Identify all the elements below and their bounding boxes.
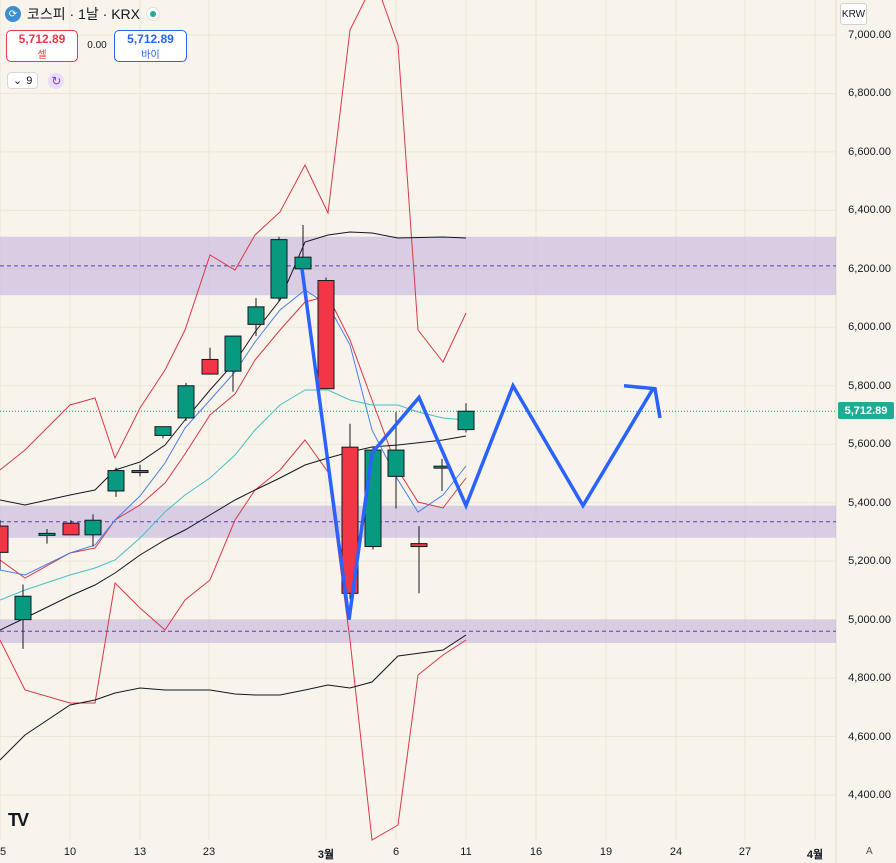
candle-body — [457, 410, 475, 431]
price-axis-label: 7,000.00 — [848, 29, 891, 41]
price-axis-label: 6,200.00 — [848, 262, 891, 275]
market-status-icon — [145, 7, 160, 21]
indicators-bar: ⌄ 9 ↻ — [7, 72, 65, 89]
time-axis-label: 27 — [738, 846, 752, 858]
sell-label: 셀 — [37, 49, 47, 61]
time-axis-label: 11 — [460, 846, 472, 858]
time-axis-label: 6 — [392, 846, 400, 858]
price-axis-label: 4,800.00 — [848, 672, 891, 685]
chevron-down-icon: ⌄ — [13, 75, 23, 87]
price-axis-label: 5,000.00 — [848, 613, 891, 626]
sell-price: 5,712.89 — [18, 31, 66, 46]
time-axis-label: 19 — [599, 846, 613, 858]
price-axis-label: 6,800.00 — [848, 87, 891, 100]
candle-body — [201, 358, 219, 375]
price-axis-label: 6,600.00 — [848, 145, 891, 158]
candle-body — [387, 449, 405, 477]
candle-body — [62, 522, 80, 536]
symbol-header[interactable]: ⟳ 코스피 · 1날 · KRX — [5, 4, 160, 24]
candle-body — [154, 426, 172, 436]
time-axis-label: 23 — [202, 846, 216, 858]
envelope-upper-line — [0, 0, 467, 471]
buy-price: 5,712.89 — [127, 31, 174, 46]
kospi-logo-icon: ⟳ — [5, 6, 21, 22]
time-axis-label: 16 — [529, 846, 543, 858]
sync-icon[interactable]: ↻ — [48, 72, 65, 89]
candle-body — [247, 306, 265, 325]
ma-line-low — [0, 634, 467, 761]
projection-arrowhead — [623, 384, 662, 419]
price-axis-label: 6,400.00 — [848, 204, 891, 217]
time-axis-label: 4월 — [806, 849, 824, 861]
time-axis-label: 13 — [133, 846, 147, 858]
candle-body — [14, 595, 32, 621]
price-axis-label: 4,600.00 — [848, 730, 891, 743]
price-axis-label: 4,400.00 — [848, 789, 891, 801]
symbol-title: 코스피 · 1날 · KRX — [27, 6, 140, 22]
support-resistance-zone — [0, 619, 836, 643]
candle-body — [107, 470, 125, 492]
time-axis-label: 5 — [0, 846, 7, 858]
buy-label: 바이 — [141, 49, 160, 61]
price-axis-label: 5,200.00 — [848, 555, 891, 568]
price-axis-label: 5,800.00 — [848, 379, 891, 392]
sell-button[interactable]: 5,712.89 셀 — [6, 30, 78, 62]
projection-path — [300, 268, 655, 620]
candle-body — [410, 543, 428, 548]
candle-body — [38, 532, 56, 536]
candle-body — [177, 385, 195, 419]
candle-body — [317, 280, 335, 390]
indicator-count: 9 — [26, 74, 33, 87]
time-axis-label: 10 — [63, 846, 77, 858]
price-axis-label: 6,000.00 — [848, 321, 891, 334]
candle-body — [131, 470, 149, 474]
buy-button[interactable]: 5,712.89 바이 — [114, 30, 187, 62]
candle-body — [0, 525, 9, 553]
price-axis-label: 5,400.00 — [848, 496, 891, 509]
envelope-lower-line — [0, 439, 467, 841]
candle-body — [224, 335, 242, 372]
candle-body — [84, 519, 102, 536]
spread-value: 0.00 — [87, 40, 107, 51]
time-axis-label: 3월 — [317, 849, 335, 861]
price-axis-label: 5,600.00 — [848, 438, 891, 451]
candle-body — [341, 446, 359, 594]
tradingview-logo-icon: TV — [8, 810, 29, 830]
currency-selector[interactable]: KRW — [840, 3, 867, 25]
time-axis-label: 24 — [669, 846, 683, 858]
auto-scale-button[interactable]: A — [866, 846, 873, 857]
candle-body — [270, 239, 288, 299]
ma-line-mid — [0, 435, 467, 631]
indicators-toggle[interactable]: ⌄ 9 — [7, 72, 39, 89]
ma-line-cyan — [0, 389, 467, 601]
candle-body — [294, 256, 312, 270]
last-price-tag: 5,712.89 — [838, 402, 894, 419]
